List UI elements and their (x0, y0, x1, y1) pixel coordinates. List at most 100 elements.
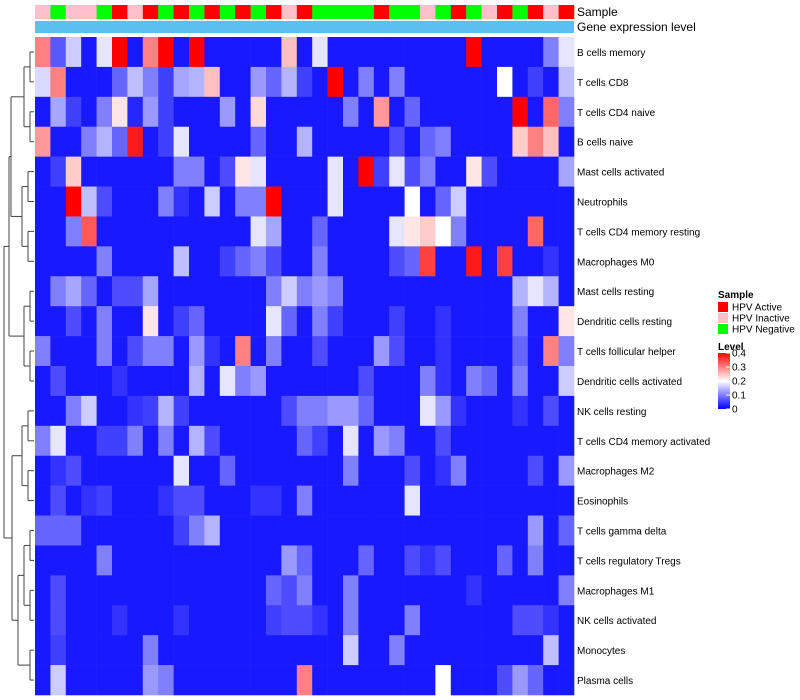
heatmap-cell (497, 635, 513, 666)
heatmap-cell (420, 66, 436, 98)
heatmap-cell (420, 366, 436, 397)
row-labels: B cells memory T cells CD8 T cells CD4 nai… (577, 48, 710, 687)
heatmap-cell (158, 366, 174, 397)
row-label: T cells gamma delta (577, 527, 667, 538)
heatmap-cell (127, 66, 144, 98)
heatmap-cell (450, 395, 467, 427)
sample-legend-swatch (718, 313, 728, 323)
heatmap-cell (512, 276, 529, 307)
heatmap-cell (189, 515, 205, 546)
heatmap-cell (81, 425, 97, 457)
heatmap-cell (296, 366, 313, 397)
heatmap-cell (127, 395, 144, 427)
heatmap-cell (204, 37, 221, 68)
heatmap-cell (50, 216, 67, 247)
heatmap-cell (204, 126, 221, 157)
heatmap-cell (435, 605, 452, 636)
heatmap-cell (142, 485, 159, 516)
heatmap-cell (343, 515, 359, 546)
heatmap-cell (358, 66, 375, 98)
heatmap-cell (204, 366, 221, 397)
heatmap-cell (96, 186, 113, 217)
heatmap-cell (65, 186, 82, 217)
heatmap-cell (404, 635, 421, 666)
heatmap-cell (450, 545, 467, 576)
heatmap-cell (389, 306, 405, 337)
heatmap-cell (512, 66, 529, 98)
heatmap-cell (189, 96, 205, 128)
heatmap-cell (450, 605, 467, 636)
heatmap-cell (189, 545, 205, 576)
heatmap-cell (435, 366, 452, 397)
heatmap-cell (481, 156, 498, 187)
heatmap-cell (312, 186, 328, 217)
heatmap-cell (373, 665, 390, 696)
heatmap-cell (327, 216, 344, 247)
heatmap-cell (219, 366, 236, 397)
heatmap-cell (96, 336, 113, 367)
heatmap-cell (65, 336, 82, 367)
heatmap-cell (65, 515, 82, 546)
heatmap-cell (497, 485, 513, 516)
heatmap-cell (481, 455, 498, 486)
heatmap-cell (50, 336, 67, 367)
heatmap-cell (327, 37, 344, 68)
heatmap-cell (435, 66, 452, 98)
heatmap-cell (65, 156, 82, 187)
heatmap-cell (250, 605, 267, 636)
heatmap-cell (35, 635, 51, 666)
level-tick-label: 0.3 (732, 363, 746, 374)
heatmap-cell (65, 366, 82, 397)
heatmap-cell (497, 276, 513, 307)
heatmap-cell (527, 425, 544, 457)
heatmap-cell (327, 186, 344, 217)
heatmap-cell (312, 37, 328, 68)
heatmap-cell (281, 96, 298, 128)
heatmap-cell (235, 37, 251, 68)
heatmap-cell (404, 455, 421, 486)
heatmap-cell (466, 126, 482, 157)
heatmap-cell (558, 66, 575, 98)
heatmap-cell (373, 425, 390, 457)
heatmap-cell (35, 455, 51, 486)
heatmap-cell (343, 186, 359, 217)
heatmap-cell (250, 96, 267, 128)
heatmap-cell (127, 575, 144, 606)
heatmap-cell (466, 485, 482, 516)
heatmap-cell (173, 455, 190, 486)
heatmap-cell (466, 425, 482, 457)
sample-legend-label: HPV Negative (732, 325, 795, 336)
heatmap-cell (389, 395, 405, 427)
heatmap-cell (558, 485, 575, 516)
heatmap-cell (50, 575, 67, 606)
heatmap-cell (558, 336, 575, 367)
heatmap-cell (112, 665, 128, 696)
heatmap-cell (497, 186, 513, 217)
heatmap-cell (404, 665, 421, 696)
heatmap-cell (112, 455, 128, 486)
heatmap-cell (173, 306, 190, 337)
heatmap-cell (250, 246, 267, 277)
heatmap-cell (466, 276, 482, 307)
heatmap-cell (327, 96, 344, 128)
heatmap-cell (266, 575, 282, 606)
heatmap-cell (312, 425, 328, 457)
heatmap-cell (296, 575, 313, 606)
heatmap-cell (481, 425, 498, 457)
heatmap-cell (466, 575, 482, 606)
heatmap-cell (173, 336, 190, 367)
row-label: T cells CD4 naive (577, 108, 656, 119)
heatmap-cell (127, 276, 144, 307)
heatmap-cell (343, 455, 359, 486)
heatmap-cell (266, 216, 282, 247)
heatmap-cell (312, 66, 328, 98)
heatmap-cell (65, 425, 82, 457)
heatmap-cell (543, 515, 559, 546)
heatmap-cell (312, 306, 328, 337)
heatmap-cell (389, 425, 405, 457)
heatmap-cell (266, 336, 282, 367)
heatmap-cell (497, 575, 513, 606)
heatmap-cell (481, 306, 498, 337)
heatmap-cell (404, 246, 421, 277)
heatmap-cell (450, 575, 467, 606)
